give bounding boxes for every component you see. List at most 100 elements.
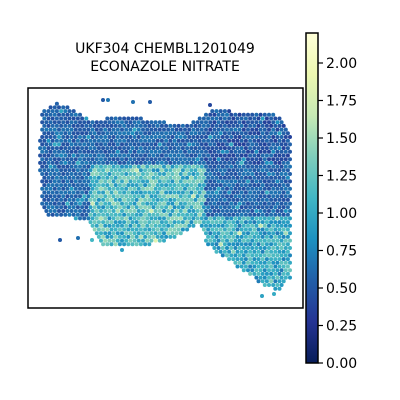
spot-marker xyxy=(71,197,76,202)
spot-marker xyxy=(101,168,106,173)
spot-marker xyxy=(235,212,240,217)
spot-marker xyxy=(141,157,145,162)
spot-marker xyxy=(283,179,288,184)
spot-marker xyxy=(54,190,59,195)
spot-marker xyxy=(204,223,208,228)
spot-marker xyxy=(141,201,145,206)
spot-marker xyxy=(206,220,211,225)
spot-marker xyxy=(201,168,206,173)
spot-marker xyxy=(168,190,173,195)
spot-marker xyxy=(227,220,232,225)
spot-marker xyxy=(235,146,240,151)
spot-marker xyxy=(189,183,194,188)
spot-marker xyxy=(264,271,269,276)
spot-marker xyxy=(195,216,200,221)
spot-marker xyxy=(250,112,255,117)
spot-marker xyxy=(88,131,93,136)
spot-marker xyxy=(105,212,110,217)
spot-marker xyxy=(277,257,282,262)
spot-marker xyxy=(96,146,101,151)
spot-marker xyxy=(212,238,217,243)
spot-marker xyxy=(132,231,137,236)
spot-marker xyxy=(269,183,274,188)
spot-marker xyxy=(166,164,171,169)
spot-marker xyxy=(57,120,61,125)
spot-marker xyxy=(262,127,267,132)
spot-marker xyxy=(248,168,253,173)
spot-marker xyxy=(42,168,47,173)
spot-marker xyxy=(84,146,89,151)
spot-marker xyxy=(143,138,148,143)
spot-marker xyxy=(176,153,181,158)
spot-marker xyxy=(180,138,185,143)
spot-marker xyxy=(164,168,169,173)
spot-marker xyxy=(183,179,187,184)
spot-marker xyxy=(96,227,101,232)
spot-marker xyxy=(279,186,284,191)
spot-marker xyxy=(78,179,82,184)
spot-marker xyxy=(88,197,93,202)
spot-marker xyxy=(59,153,64,158)
spot-marker xyxy=(220,142,225,147)
spot-marker xyxy=(67,109,72,114)
spot-marker xyxy=(252,227,257,232)
spot-marker xyxy=(107,194,112,199)
spot-marker xyxy=(103,223,108,228)
spot-marker xyxy=(212,127,217,132)
spot-marker xyxy=(174,194,179,199)
spot-marker xyxy=(166,172,171,176)
spot-marker xyxy=(233,216,238,221)
spot-marker xyxy=(277,153,282,158)
spot-marker xyxy=(241,127,246,132)
spot-marker xyxy=(183,209,187,213)
spot-marker xyxy=(258,223,263,228)
spot-marker xyxy=(241,253,246,258)
spot-marker xyxy=(124,142,129,147)
spot-marker xyxy=(279,149,284,154)
spot-marker xyxy=(54,109,59,114)
spot-marker xyxy=(128,238,133,243)
spot-marker xyxy=(40,179,45,184)
spot-marker xyxy=(281,160,286,165)
spot-marker xyxy=(78,172,82,176)
spot-marker xyxy=(145,231,150,236)
spot-marker xyxy=(130,175,135,180)
spot-marker xyxy=(75,183,80,188)
spot-marker xyxy=(134,160,139,165)
spot-marker xyxy=(59,183,64,188)
spot-marker xyxy=(48,127,53,132)
spot-marker xyxy=(237,194,242,199)
spot-marker xyxy=(248,153,253,158)
spot-marker xyxy=(248,146,253,151)
spot-marker xyxy=(107,157,112,162)
spot-marker xyxy=(151,183,156,188)
spot-marker xyxy=(250,135,255,139)
spot-marker xyxy=(199,157,204,162)
spot-marker xyxy=(248,271,253,276)
spot-marker xyxy=(145,209,150,213)
spot-marker xyxy=(210,175,215,180)
spot-marker xyxy=(65,112,70,117)
spot-marker xyxy=(269,271,274,276)
spot-marker xyxy=(271,157,276,162)
spot-marker xyxy=(73,179,78,184)
spot-marker xyxy=(115,209,120,213)
spot-marker xyxy=(128,209,133,213)
spot-marker xyxy=(107,223,112,228)
spot-marker xyxy=(193,131,198,136)
spot-marker xyxy=(248,257,253,262)
spot-marker xyxy=(185,190,190,195)
spot-marker xyxy=(237,238,242,243)
spot-marker xyxy=(262,186,267,191)
spot-marker xyxy=(256,234,261,239)
spot-marker xyxy=(172,197,177,202)
spot-marker xyxy=(92,160,97,165)
spot-marker xyxy=(132,223,137,228)
spot-marker xyxy=(178,231,183,236)
spot-marker xyxy=(111,231,116,236)
spot-marker xyxy=(275,164,280,169)
spot-marker xyxy=(50,190,55,195)
spot-marker xyxy=(288,201,292,206)
spot-marker xyxy=(187,172,192,176)
spot-marker xyxy=(199,135,204,139)
